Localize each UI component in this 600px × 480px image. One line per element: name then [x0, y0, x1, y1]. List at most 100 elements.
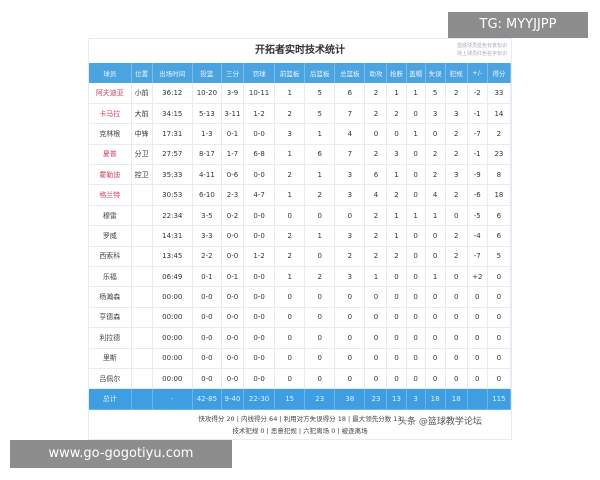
- total-cell: 38: [334, 388, 366, 410]
- stat-cell: 0: [386, 266, 407, 288]
- stat-cell: 00:00: [152, 348, 193, 369]
- stat-cell: 0: [364, 123, 388, 145]
- stat-cell: 4: [334, 123, 366, 145]
- stats-table: 球员 位置 出场时间 投篮 三分 罚球 前篮板 后篮板 总篮板 助攻 抢断 盖帽 失误 犯规 +/- 得分 阿…: [89, 63, 512, 410]
- stat-cell: 0: [467, 327, 488, 349]
- stat-cell: 1: [304, 225, 336, 247]
- stat-cell: 0: [364, 348, 388, 369]
- stat-cell: 3-9: [221, 83, 245, 104]
- stat-cell: 0: [487, 368, 512, 390]
- stat-cell: 0: [487, 266, 512, 288]
- stat-cell: 0-6: [221, 164, 245, 186]
- stat-cell: 0: [406, 225, 426, 247]
- stat-cell: 3: [334, 225, 366, 247]
- stat-cell: 2: [334, 246, 366, 268]
- stat-cell: 6: [364, 164, 388, 186]
- stat-cell: 0: [487, 286, 512, 308]
- stat-cell: 10-20: [192, 83, 222, 104]
- total-cell: [467, 388, 488, 410]
- stat-cell: 0-1: [192, 266, 222, 288]
- total-cell: [131, 388, 153, 410]
- stat-cell: 00:00: [152, 307, 193, 329]
- table-row: 霍勒迪 控卫 35:33 4-11 0-6 0-0 2 1 3 6 1 0 2 3 -9 8: [89, 164, 512, 186]
- player-name: 霍勒迪: [89, 164, 132, 186]
- table-row: 罗威 14:31 3-3 0-0 0-0 2 1 3 2 1 0 0 2 -4 6: [89, 225, 512, 247]
- footer-line: 快攻得分 20 | 内线得分 64 | 利用对方失误得分 18 | 最大领先分数…: [198, 414, 402, 423]
- stat-cell: [131, 307, 153, 329]
- total-cell: 9-40: [221, 388, 245, 410]
- stat-cell: -2: [467, 83, 488, 104]
- stat-cell: 0-1: [221, 123, 245, 145]
- stat-cell: 0: [406, 368, 426, 390]
- stat-cell: 3: [334, 266, 366, 288]
- stat-cell: 1-3: [192, 123, 222, 145]
- stat-cell: 3-3: [192, 225, 222, 247]
- player-name: 克林根: [89, 123, 132, 145]
- stat-cell: 2: [425, 144, 446, 166]
- stat-cell: 1-2: [243, 246, 276, 268]
- stat-cell: 0: [386, 368, 407, 390]
- stat-cell: 2: [304, 184, 336, 206]
- stat-cell: 0: [304, 307, 336, 329]
- stat-cell: 00:00: [152, 286, 193, 308]
- player-name: 乐福: [89, 266, 132, 288]
- stat-cell: 0-0: [192, 368, 222, 390]
- stat-cell: 2: [364, 144, 388, 166]
- stat-cell: 1: [364, 266, 388, 288]
- player-name: 罗威: [89, 225, 132, 247]
- stat-cell: 0: [274, 205, 306, 227]
- stat-cell: 0: [425, 123, 446, 145]
- stat-cell: 0: [425, 307, 446, 329]
- stat-cell: 0: [274, 348, 306, 369]
- column-header: 犯规: [445, 63, 468, 83]
- column-header: 出场时间: [152, 63, 193, 83]
- stat-cell: 1: [274, 184, 306, 206]
- table-row: 克林根 中锋 17:31 1-3 0-1 0-0 3 1 4 0 0 1 0 2 -7 2: [89, 123, 512, 145]
- note-line: 蓝底球员蓝色背景标识: [456, 43, 507, 49]
- stat-cell: 0: [406, 164, 426, 186]
- stat-cell: 2: [386, 103, 407, 125]
- stat-cell: 5-13: [192, 103, 222, 125]
- column-header: 盖帽: [406, 63, 426, 83]
- stat-cell: 0: [406, 286, 426, 308]
- stat-cell: 2: [445, 123, 468, 145]
- stat-cell: 2-3: [221, 184, 245, 206]
- stat-cell: 0: [334, 368, 366, 390]
- stat-cell: 2: [274, 103, 306, 125]
- stat-cell: 0: [445, 307, 468, 329]
- stat-cell: 2: [386, 184, 407, 206]
- stat-cell: 0-0: [243, 205, 276, 227]
- total-row: 总计 -42-85 9-40 22-30 15 23 38 23 13 3 18 18 115: [89, 388, 512, 410]
- total-cell: 18: [425, 388, 446, 410]
- stat-cell: 0-0: [221, 368, 245, 390]
- stat-cell: 0: [386, 348, 407, 369]
- stat-cell: 2: [364, 103, 388, 125]
- stat-cell: 0-0: [243, 164, 276, 186]
- column-header: 助攻: [364, 63, 388, 83]
- table-row: 穆雷 22:34 3-5 0-2 0-0 0 0 0 2 1 1 1 0 -5 6: [89, 205, 512, 227]
- stat-cell: -5: [467, 205, 488, 227]
- stat-cell: -1: [467, 103, 488, 125]
- stat-cell: 2: [364, 225, 388, 247]
- table-row: 吕佩尔 00:00 0-0 0-0 0-0 0 0 0 0 0 0 0 0 0 0: [89, 368, 512, 390]
- total-cell: 23: [364, 388, 388, 410]
- stat-cell: 0: [445, 327, 468, 349]
- stat-cell: 2: [274, 225, 306, 247]
- stat-cell: 00:00: [152, 327, 193, 349]
- stat-cell: 0-2: [221, 205, 245, 227]
- stat-cell: 33: [487, 83, 512, 104]
- stat-cell: 0: [274, 327, 306, 349]
- stat-cell: 0-0: [221, 286, 245, 308]
- stat-cell: 0: [386, 327, 407, 349]
- stat-cell: 2: [445, 246, 468, 268]
- stat-cell: 0-0: [192, 307, 222, 329]
- stat-cell: 0: [406, 348, 426, 369]
- note-line: 场上球员红色名字标识: [456, 51, 507, 57]
- stat-cell: 2: [425, 164, 446, 186]
- stat-cell: 18: [487, 184, 512, 206]
- stat-cell: 0: [364, 286, 388, 308]
- stat-cell: 0: [406, 266, 426, 288]
- stat-cell: 0: [445, 348, 468, 369]
- stat-cell: 0: [445, 205, 468, 227]
- stat-cell: 2: [487, 123, 512, 145]
